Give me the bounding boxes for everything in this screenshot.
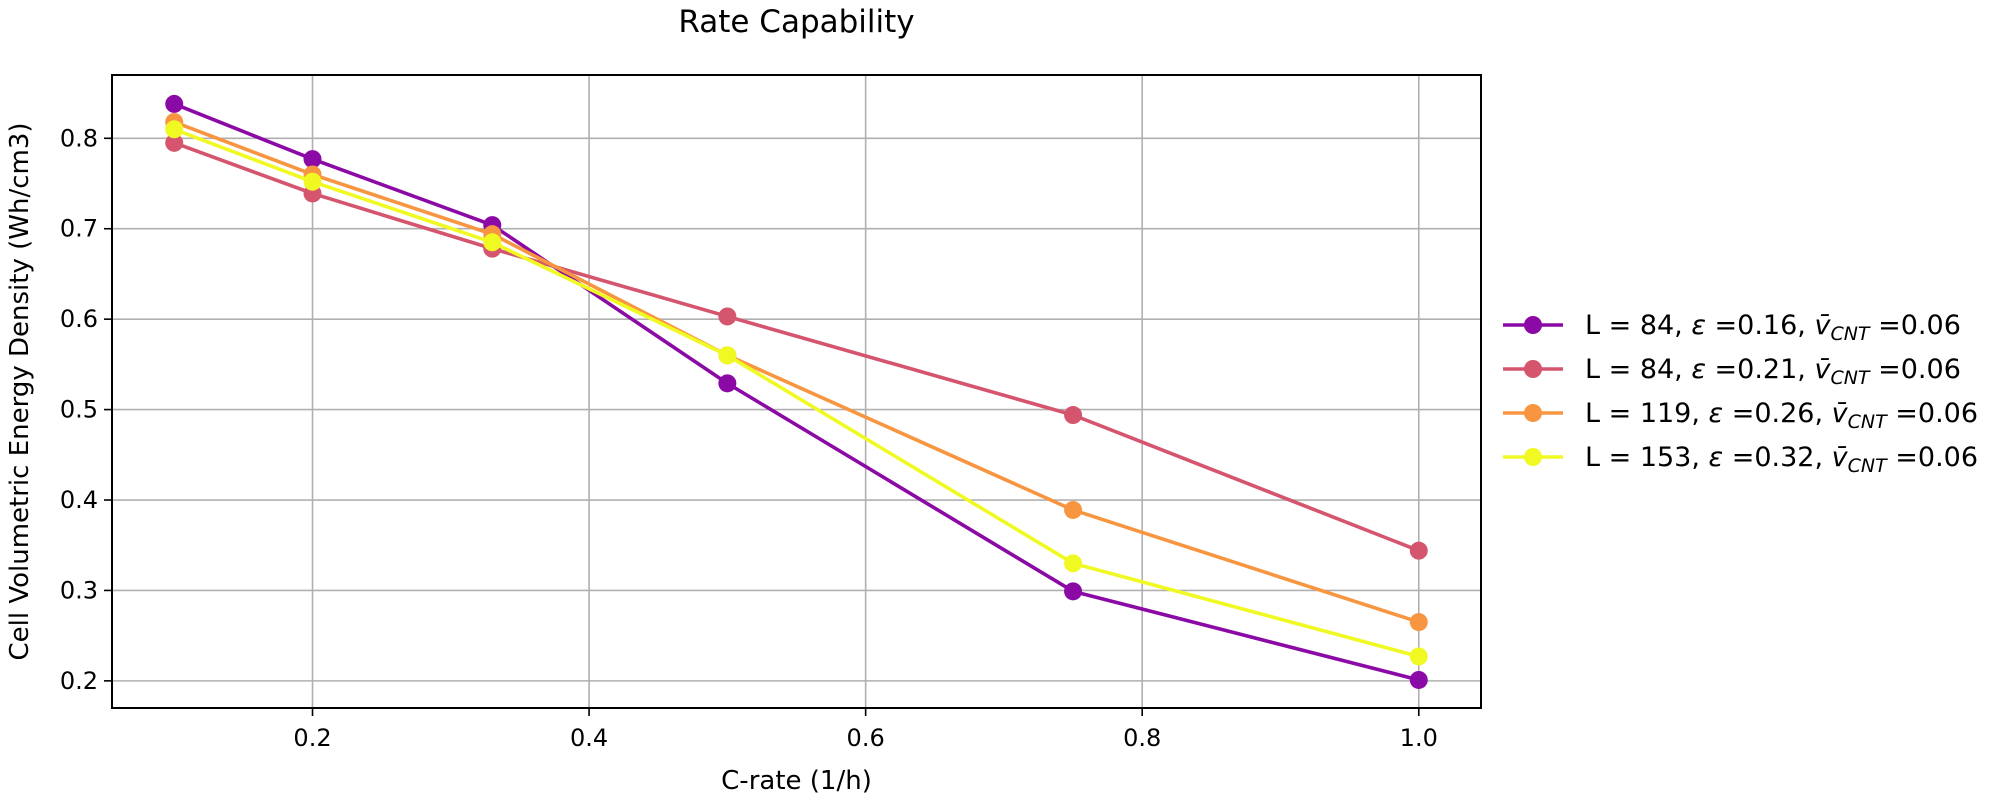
data-point [165,133,184,152]
legend-marker [1524,360,1542,378]
series-line [173,120,1420,624]
data-point [1064,554,1083,573]
data-point [165,94,184,113]
legend: L = 84, ε =0.16, v̄CNT =0.06 L = 84, ε =0… [1503,310,1978,477]
data-point [718,307,737,326]
series-line [173,141,1420,553]
legend-item: L = 153, ε =0.32, v̄CNT =0.06 [1503,442,1978,477]
x-tick-label: 0.2 [293,724,331,752]
series-layer [165,94,1428,689]
legend-item: L = 84, ε =0.16, v̄CNT =0.06 [1503,310,1961,345]
data-point [1409,613,1428,632]
series-4 [165,120,1428,666]
legend-label: L = 84, ε =0.21, v̄CNT =0.06 [1585,354,1961,389]
x-tick-label: 1.0 [1400,724,1438,752]
series-line [173,127,1420,659]
data-point [1409,541,1428,560]
ticks: 0.2 0.4 0.6 0.8 1.0 0.2 0.3 0.4 0.5 0.6 0.7 0.8 [60,124,1438,752]
y-tick-label: 0.3 [60,576,98,604]
data-point [483,233,502,252]
legend-item: L = 119, ε =0.26, v̄CNT =0.06 [1503,398,1978,433]
legend-label: L = 84, ε =0.16, v̄CNT =0.06 [1585,310,1961,345]
data-point [718,346,737,365]
x-tick-label: 0.4 [570,724,608,752]
grid [112,75,1481,708]
chart-title: Rate Capability [678,4,914,40]
data-point [1064,406,1083,425]
legend-marker [1524,448,1542,466]
x-tick-label: 0.8 [1123,724,1161,752]
data-point [303,172,322,191]
y-tick-label: 0.6 [60,305,98,333]
y-tick-label: 0.8 [60,124,98,152]
legend-label: L = 119, ε =0.26, v̄CNT =0.06 [1585,398,1978,433]
data-point [303,150,322,169]
data-point [718,374,737,393]
legend-marker [1524,404,1542,422]
legend-label: L = 153, ε =0.32, v̄CNT =0.06 [1585,442,1978,477]
x-axis-label: C-rate (1/h) [721,766,872,796]
data-point [165,120,184,139]
legend-item: L = 84, ε =0.21, v̄CNT =0.06 [1503,354,1961,389]
data-point [1409,647,1428,666]
data-point [1409,670,1428,689]
x-tick-label: 0.6 [847,724,885,752]
y-tick-label: 0.7 [60,215,98,243]
y-tick-label: 0.5 [60,396,98,424]
series-1 [165,94,1428,689]
data-point [1064,582,1083,601]
data-point [1064,500,1083,519]
legend-marker [1524,316,1542,334]
y-tick-label: 0.2 [60,667,98,695]
y-axis-label: Cell Volumetric Energy Density (Wh/cm3) [5,122,35,660]
series-line [173,102,1420,682]
y-tick-label: 0.4 [60,486,98,514]
plot-frame [111,74,1482,709]
